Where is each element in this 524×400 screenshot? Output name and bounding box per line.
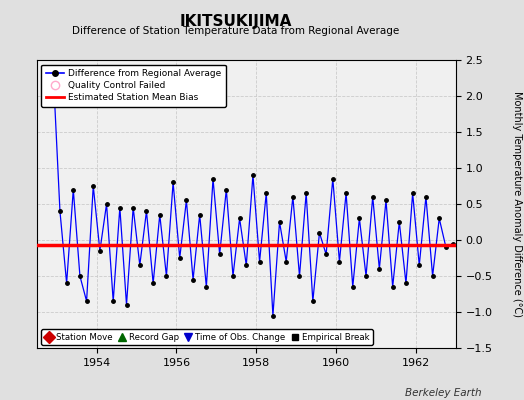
Text: Berkeley Earth: Berkeley Earth (406, 388, 482, 398)
Quality Control Failed (49, 71, 58, 78)
Y-axis label: Monthly Temperature Anomaly Difference (°C): Monthly Temperature Anomaly Difference (… (512, 91, 522, 317)
Text: Difference of Station Temperature Data from Regional Average: Difference of Station Temperature Data f… (72, 26, 399, 36)
Text: IKITSUKIJIMA: IKITSUKIJIMA (180, 14, 292, 29)
Difference from Regional Average (190, 277, 196, 282)
Difference from Regional Average (403, 281, 409, 286)
Line: Difference from Regional Average: Difference from Regional Average (51, 73, 454, 317)
Difference from Regional Average (450, 241, 456, 246)
Difference from Regional Average (263, 191, 269, 196)
Difference from Regional Average (297, 274, 303, 278)
Difference from Regional Average (130, 205, 136, 210)
Legend: Station Move, Record Gap, Time of Obs. Change, Empirical Break: Station Move, Record Gap, Time of Obs. C… (41, 329, 373, 345)
Difference from Regional Average (270, 313, 276, 318)
Difference from Regional Average (50, 72, 57, 77)
Difference from Regional Average (144, 209, 150, 214)
